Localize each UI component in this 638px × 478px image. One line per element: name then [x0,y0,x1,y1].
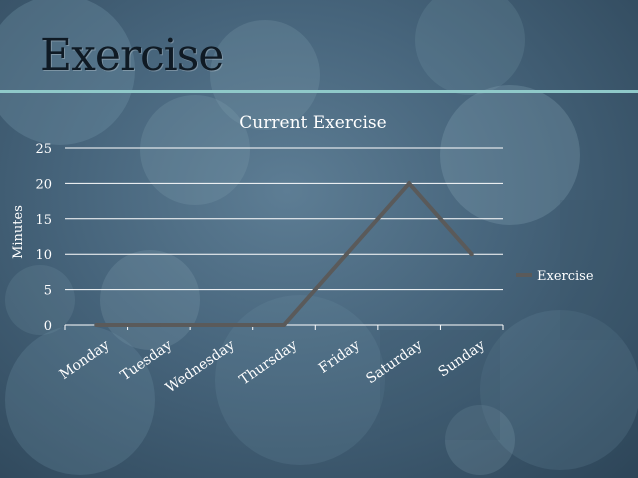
data-point [282,323,286,327]
y-tick-labels: 0 5 10 15 20 25 [35,142,52,334]
y-tick-label: 20 [35,177,52,192]
y-tick-label: 10 [35,248,52,263]
series-group [94,180,474,327]
y-tick-label: 5 [44,284,52,299]
legend: Exercise [516,269,594,284]
data-point [344,252,349,257]
legend-label: Exercise [537,269,594,284]
data-point [469,252,474,257]
y-axis-label: Minutes [11,205,26,259]
data-point [219,323,224,327]
slide-title: Exercise [40,30,224,81]
x-tick-label: Monday [57,337,113,383]
data-point [94,323,99,327]
x-tick-label: Wednesday [163,337,238,396]
title-divider [0,90,638,93]
x-tick-label: Thursday [237,337,301,388]
y-tick-label: 25 [35,142,52,157]
gridlines [65,147,503,291]
x-tick-label: Friday [316,337,363,377]
y-tick-label: 15 [35,213,52,228]
data-point [156,323,161,327]
y-tick-label: 0 [44,319,52,334]
x-tick-label: Saturday [363,337,425,387]
chart-title: Current Exercise [239,113,386,133]
x-tick-label: Sunday [436,337,489,380]
x-tick-label: Tuesday [118,337,176,384]
data-point [407,181,412,186]
